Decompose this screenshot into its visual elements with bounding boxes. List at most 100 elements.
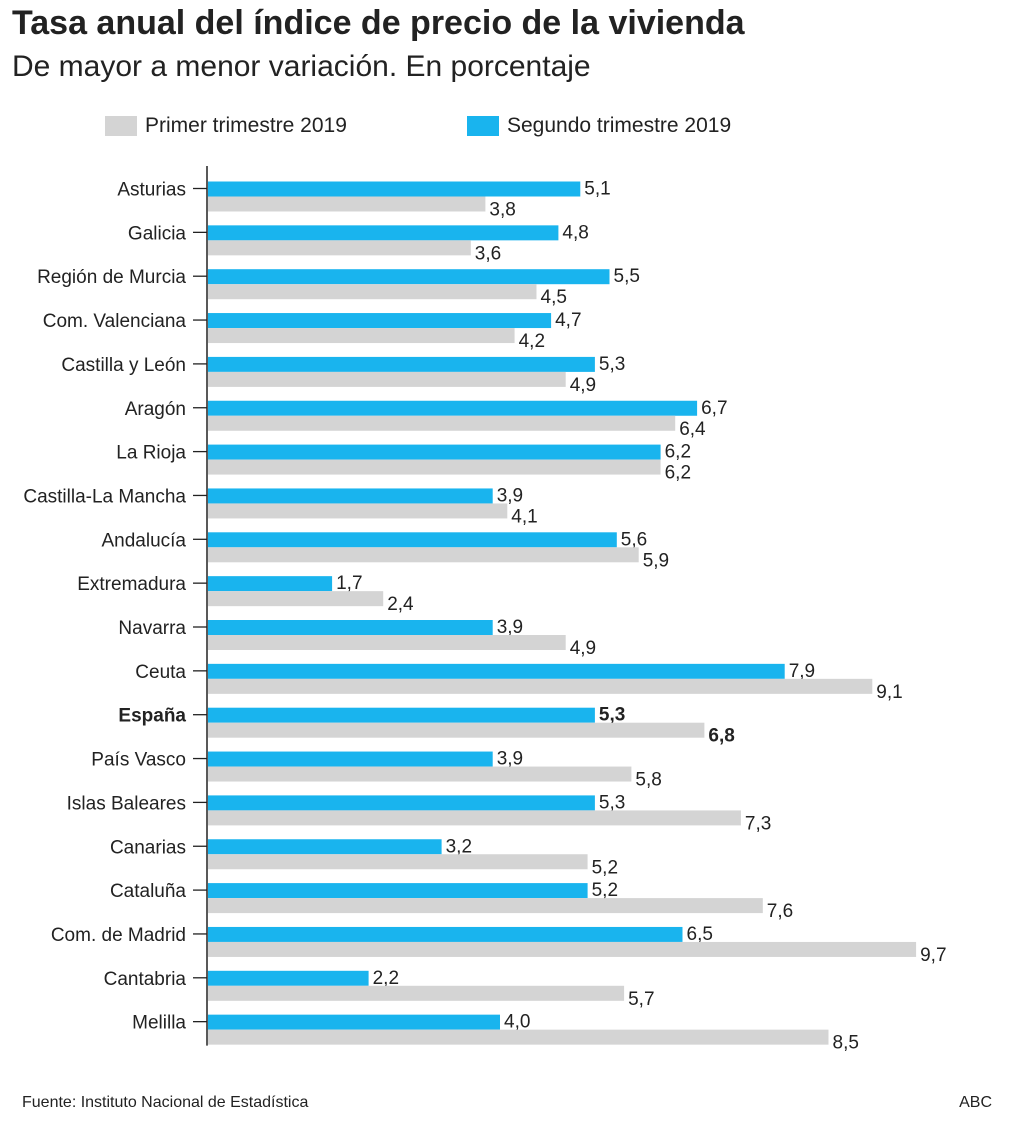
value-label-q1: 7,3	[745, 813, 771, 834]
category-label: Castilla y León	[61, 355, 186, 376]
value-label-q1: 7,6	[767, 901, 793, 922]
value-label-q2: 3,2	[446, 836, 472, 857]
bar-q2	[208, 400, 698, 416]
bar-q2	[208, 181, 581, 197]
legend-swatch-q1	[105, 116, 137, 136]
value-label-q2: 5,3	[599, 354, 625, 375]
bar-q1	[208, 547, 639, 563]
value-label-q2: 6,2	[665, 442, 691, 463]
category-label: Com. Valenciana	[43, 311, 187, 332]
value-label-q1: 3,6	[475, 243, 501, 264]
value-label-q1: 5,2	[592, 857, 618, 878]
bar-q2	[208, 356, 595, 372]
category-label: Melilla	[132, 1013, 186, 1034]
bar-q1	[208, 941, 917, 957]
source-note: Fuente: Instituto Nacional de Estadístic…	[22, 1094, 309, 1111]
bar-q2	[208, 488, 493, 504]
value-label-q2: 3,9	[497, 485, 523, 506]
bar-q2	[208, 1014, 500, 1030]
category-label: Com. de Madrid	[51, 925, 186, 946]
bar-q2	[208, 883, 588, 899]
category-label: Aragón	[125, 399, 186, 420]
bar-q1	[208, 240, 471, 256]
bar-q2	[208, 269, 610, 285]
bar-q2	[208, 926, 683, 942]
bar-q1	[208, 328, 515, 344]
category-label: Navarra	[118, 618, 186, 639]
value-label-q2: 5,1	[584, 179, 610, 200]
value-label-q1: 9,7	[920, 945, 946, 966]
value-label-q2: 5,6	[621, 529, 647, 550]
legend-item-q2: Segundo trimestre 2019	[467, 114, 731, 138]
bar-q1	[208, 284, 537, 300]
value-label-q1: 3,8	[489, 200, 515, 221]
value-label-q1: 9,1	[876, 682, 902, 703]
value-label-q1: 4,9	[570, 638, 596, 659]
value-label-q2: 5,3	[599, 705, 625, 726]
bar-q2	[208, 576, 333, 592]
category-label: La Rioja	[116, 443, 186, 464]
value-label-q1: 5,9	[643, 550, 669, 571]
chart-title: Tasa anual del índice de precio de la vi…	[12, 4, 745, 42]
value-label-q2: 5,2	[592, 880, 618, 901]
category-label: Ceuta	[135, 662, 186, 683]
bar-q2	[208, 444, 661, 460]
bar-q1	[208, 898, 763, 914]
category-label: España	[118, 706, 186, 727]
legend-label-q2: Segundo trimestre 2019	[507, 114, 732, 137]
value-label-q2: 1,7	[336, 573, 362, 594]
legend-label-q1: Primer trimestre 2019	[145, 114, 347, 137]
bar-q1	[208, 1029, 829, 1045]
bar-q2	[208, 313, 552, 329]
value-label-q2: 5,5	[614, 266, 640, 287]
value-label-q1: 4,5	[541, 287, 567, 308]
value-label-q2: 7,9	[789, 661, 815, 682]
category-label: Extremadura	[77, 574, 186, 595]
category-label: Islas Baleares	[67, 793, 186, 814]
bar-q2	[208, 620, 493, 635]
bar-q1	[208, 371, 566, 387]
value-label-q1: 4,1	[511, 506, 537, 527]
bar-q1	[208, 415, 676, 431]
value-label-q1: 6,8	[708, 726, 734, 747]
value-label-q1: 4,9	[570, 375, 596, 396]
value-label-q2: 6,5	[687, 924, 713, 945]
credit: ABC	[959, 1094, 992, 1111]
value-label-q1: 6,2	[665, 463, 691, 484]
value-label-q1: 8,5	[833, 1033, 859, 1054]
value-label-q2: 4,8	[562, 222, 588, 243]
category-label: Asturias	[117, 180, 186, 201]
value-label-q1: 6,4	[679, 419, 706, 440]
value-label-q2: 2,2	[373, 968, 399, 989]
legend-swatch-q2	[467, 116, 499, 136]
bar-q1	[208, 766, 632, 782]
bar-q1	[208, 854, 588, 870]
bar-q1	[208, 459, 661, 475]
bar-q1	[208, 503, 508, 519]
category-label: Cataluña	[110, 881, 186, 902]
bar-q2	[208, 970, 369, 986]
category-label: Región de Murcia	[37, 267, 186, 288]
bar-q2	[208, 751, 493, 767]
value-label-q2: 3,9	[497, 749, 523, 770]
bar-q1	[208, 635, 566, 650]
bar-q1	[208, 985, 625, 1001]
value-label-q1: 4,2	[519, 331, 545, 352]
bar-q1	[208, 196, 486, 212]
value-label-q1: 2,4	[387, 594, 414, 615]
bar-q1	[208, 678, 873, 694]
chart-subtitle: De mayor a menor variación. En porcentaj…	[12, 50, 591, 83]
bar-q2	[208, 707, 595, 723]
value-label-q2: 4,7	[555, 310, 581, 331]
bar-q2	[208, 795, 595, 811]
legend-item-q1: Primer trimestre 2019	[105, 114, 347, 138]
category-label: Andalucía	[101, 530, 186, 551]
category-label: Galicia	[128, 223, 187, 244]
category-label: País Vasco	[91, 750, 186, 771]
value-label-q2: 4,0	[504, 1012, 530, 1033]
category-label: Castilla-La Mancha	[23, 486, 186, 507]
bar-q2	[208, 839, 442, 855]
bar-q2	[208, 225, 559, 241]
bar-q2	[208, 663, 785, 679]
